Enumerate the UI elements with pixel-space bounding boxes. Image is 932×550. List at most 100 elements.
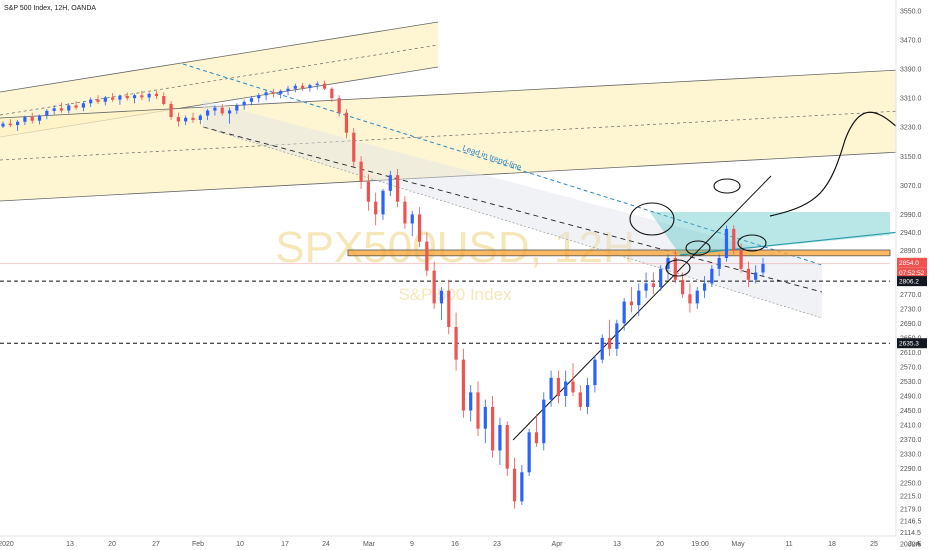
price-tick-label: 2770.0 bbox=[900, 292, 922, 299]
candle-body bbox=[67, 105, 71, 111]
candle-body bbox=[644, 283, 648, 291]
candle-body bbox=[176, 117, 180, 122]
price-tick-label: 2114.5 bbox=[900, 530, 921, 537]
candle-body bbox=[169, 103, 173, 118]
candle-body bbox=[425, 241, 429, 271]
candle-body bbox=[89, 99, 93, 104]
candle-body bbox=[534, 432, 539, 444]
triangle-support-line[interactable] bbox=[679, 231, 901, 256]
big-channel-mid-line[interactable] bbox=[0, 110, 901, 161]
candle-body bbox=[264, 92, 268, 96]
auto-scale-button[interactable]: A bbox=[916, 541, 921, 548]
time-tick-label: 24 bbox=[322, 541, 330, 548]
time-tick-label: Mar bbox=[363, 541, 376, 548]
candle-body bbox=[498, 425, 502, 451]
candle-body bbox=[483, 406, 487, 429]
candle-body bbox=[761, 263, 765, 273]
candle-body bbox=[564, 381, 568, 396]
highlight-ellipse[interactable] bbox=[629, 202, 675, 236]
time-tick-label: 13 bbox=[66, 541, 74, 548]
candle-body bbox=[220, 107, 224, 114]
big-channel-top-line[interactable] bbox=[0, 69, 901, 119]
candle-body bbox=[227, 110, 232, 114]
candle-body bbox=[615, 323, 619, 349]
uptrend-line[interactable] bbox=[512, 175, 772, 441]
countdown-tag-bg bbox=[897, 267, 927, 278]
candle-body bbox=[527, 432, 531, 473]
highlight-ellipse[interactable] bbox=[737, 234, 767, 252]
candle-body bbox=[337, 98, 341, 113]
upper-channel-top-line[interactable] bbox=[0, 21, 439, 93]
candle-body bbox=[147, 93, 151, 98]
candle-body bbox=[717, 257, 721, 269]
time-tick-label: 20 bbox=[108, 541, 116, 548]
candle-body bbox=[374, 201, 378, 215]
candle-body bbox=[432, 270, 436, 304]
candle-body bbox=[688, 294, 692, 304]
last-price-tag-bg bbox=[897, 257, 927, 268]
candle-body bbox=[556, 377, 560, 396]
candle-body bbox=[16, 121, 20, 126]
candle-body bbox=[659, 268, 663, 288]
candle-body bbox=[447, 290, 451, 327]
highlight-ellipse[interactable] bbox=[685, 240, 711, 256]
candle-body bbox=[154, 93, 159, 96]
time-tick-label: Feb bbox=[192, 541, 204, 548]
candle-body bbox=[359, 161, 363, 182]
candle-body bbox=[381, 190, 385, 215]
price-tick-label: 3550.0 bbox=[900, 9, 922, 16]
candle-body bbox=[30, 117, 34, 121]
upper-channel-mid-line[interactable] bbox=[0, 44, 439, 116]
low-level-tag: 2635.3 bbox=[899, 341, 919, 348]
upper-channel-fill bbox=[0, 22, 438, 137]
price-tick-label: 2330.0 bbox=[900, 452, 922, 459]
price-tick-label: 3070.0 bbox=[900, 183, 922, 190]
time-axis[interactable]: 2020 13 20 27 Feb 10 17 24 Mar 9 16 23 Apr 13 20 19:00 M… bbox=[0, 535, 920, 548]
price-tick-label: 2370.0 bbox=[900, 437, 922, 444]
candle-body bbox=[710, 268, 714, 284]
time-tick-label: 2020 bbox=[0, 541, 14, 548]
candle-body bbox=[695, 290, 699, 304]
candle-body bbox=[271, 92, 275, 94]
candle-body bbox=[198, 115, 202, 120]
candle-body bbox=[403, 201, 407, 224]
price-tick-label: 2179.0 bbox=[900, 506, 922, 513]
candle-body bbox=[366, 181, 370, 202]
price-axis[interactable]: 3550.0 3470.0 3390.0 3310.0 3230.0 3150.0 3070… bbox=[895, 0, 932, 550]
candle-body bbox=[23, 117, 27, 122]
candle-body bbox=[607, 337, 612, 349]
price-tick-label: 2730.0 bbox=[900, 306, 922, 313]
candle-body bbox=[308, 85, 312, 88]
price-tick-label: 2610.0 bbox=[900, 350, 922, 357]
price-tick-label: 2530.0 bbox=[900, 379, 922, 386]
candle-body bbox=[505, 425, 509, 469]
forecast-path[interactable] bbox=[769, 111, 899, 217]
time-tick-label: 25 bbox=[870, 541, 878, 548]
price-tick-label: 2890.0 bbox=[900, 248, 922, 255]
candle-body bbox=[37, 115, 42, 121]
time-tick-label: 23 bbox=[493, 541, 501, 548]
resistance-zone[interactable] bbox=[347, 249, 891, 257]
time-tick-label: Jun bbox=[908, 541, 919, 548]
candle-body bbox=[330, 88, 334, 99]
time-tick-label: 18 bbox=[828, 541, 836, 548]
candle-body bbox=[439, 290, 444, 304]
candle-body bbox=[162, 95, 166, 104]
candle-body bbox=[111, 97, 115, 100]
candle-body bbox=[257, 95, 261, 99]
highlight-ellipse[interactable] bbox=[665, 259, 691, 277]
chart-title: S&P 500 Index, 12H, OANDA bbox=[4, 5, 96, 12]
overlay-layer[interactable] bbox=[629, 111, 899, 277]
candle-body bbox=[578, 392, 582, 407]
highlight-ellipse[interactable] bbox=[713, 178, 741, 194]
price-tick-label: 2990.0 bbox=[900, 212, 922, 219]
price-tick-label: 3310.0 bbox=[900, 96, 922, 103]
big-channel-bottom-line[interactable] bbox=[0, 151, 901, 202]
candle-body bbox=[74, 105, 78, 108]
candle-body bbox=[52, 108, 56, 111]
support-level-tag: 2806.2 bbox=[899, 278, 919, 285]
candle-body bbox=[59, 108, 64, 111]
countdown-tag: 07:52:52 bbox=[899, 270, 925, 277]
time-tick-label: 19:00 bbox=[691, 541, 709, 548]
